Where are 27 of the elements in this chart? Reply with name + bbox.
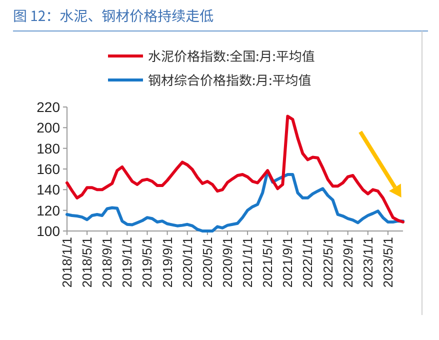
x-tick-label: 2020/1/1: [180, 237, 195, 288]
y-tick-label: 140: [36, 182, 60, 198]
y-tick-label: 180: [36, 140, 60, 156]
x-tick-label: 2019/9/1: [160, 237, 175, 288]
legend-label: 水泥价格指数:全国:月:平均值: [148, 46, 315, 65]
y-tick-label: 120: [36, 202, 60, 218]
y-tick-label: 220: [36, 99, 60, 115]
title: 图 12：水泥、钢材价格持续走低: [13, 6, 214, 26]
x-tick-label: 2022/9/1: [340, 237, 356, 288]
y-tick-label: 200: [36, 120, 60, 136]
x-tick-label: 2021/1/1: [240, 237, 256, 288]
x-tick-label: 2018/5/1: [80, 237, 95, 288]
x-tick-label: 2020/9/1: [220, 237, 235, 288]
x-tick-label: 2023/1/1: [360, 237, 376, 288]
x-tick-label: 2018/1/1: [60, 237, 74, 288]
x-tick-label: 2021/5/1: [260, 237, 276, 288]
x-tick-label: 2022/5/1: [320, 237, 336, 288]
x-tick-label: 2022/1/1: [300, 237, 316, 288]
x-tick-label: 2020/5/1: [200, 237, 215, 288]
x-tick-label: 2018/9/1: [100, 237, 115, 288]
x-tick-label: 2021/9/1: [280, 237, 296, 288]
y-tick-label: 100: [36, 223, 60, 239]
legend-label: 钢材综合价格指数:月:平均值: [148, 70, 312, 89]
x-tick-label: 2019/1/1: [120, 237, 135, 288]
x-tick-label: 2023/5/1: [380, 237, 396, 288]
y-tick-label: 160: [36, 161, 60, 177]
x-tick-label: 2019/5/1: [140, 237, 155, 288]
